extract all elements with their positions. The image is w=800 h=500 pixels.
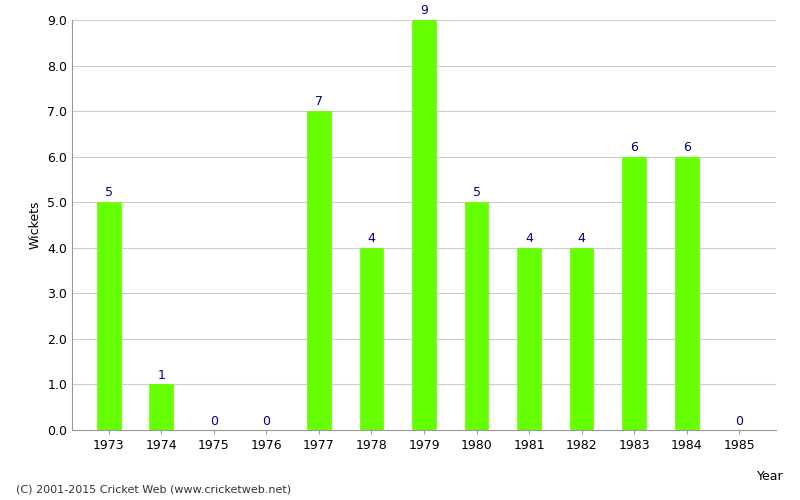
Text: 0: 0 [262, 415, 270, 428]
Text: (C) 2001-2015 Cricket Web (www.cricketweb.net): (C) 2001-2015 Cricket Web (www.cricketwe… [16, 485, 291, 495]
Text: 4: 4 [367, 232, 375, 245]
Text: 7: 7 [315, 96, 323, 108]
Text: 5: 5 [473, 186, 481, 200]
Bar [570, 248, 594, 430]
Text: 1: 1 [158, 368, 166, 382]
Text: 6: 6 [630, 141, 638, 154]
Bar [150, 384, 173, 430]
Text: Year: Year [758, 470, 784, 483]
Text: 4: 4 [578, 232, 586, 245]
Bar [518, 248, 541, 430]
Text: 6: 6 [682, 141, 690, 154]
Bar [412, 20, 436, 430]
Bar [307, 111, 330, 430]
Text: 4: 4 [525, 232, 533, 245]
Bar [97, 202, 121, 430]
Text: 0: 0 [735, 415, 743, 428]
Text: 0: 0 [210, 415, 218, 428]
Text: 9: 9 [420, 4, 428, 18]
Bar [360, 248, 383, 430]
Bar [465, 202, 488, 430]
Bar [675, 156, 698, 430]
Y-axis label: Wickets: Wickets [29, 200, 42, 249]
Text: 5: 5 [105, 186, 113, 200]
Bar [622, 156, 646, 430]
